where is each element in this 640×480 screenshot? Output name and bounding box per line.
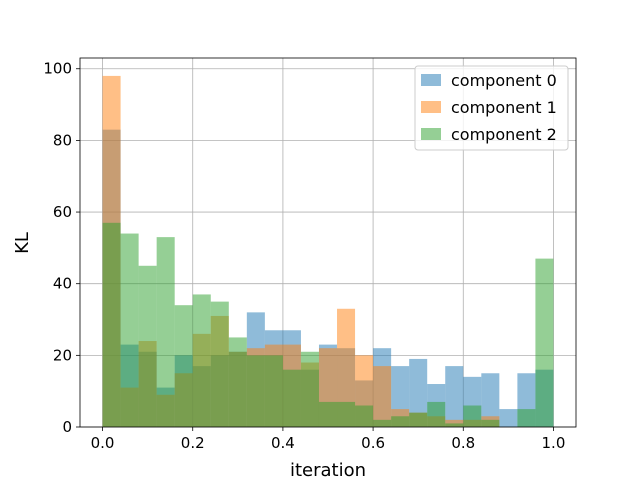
x-axis-ticks: 0.0 0.2 0.4 0.6 0.8 1.0 xyxy=(91,427,566,452)
histogram-bar xyxy=(282,369,301,427)
y-axis-ticks: 0 20 40 60 80 100 xyxy=(43,60,80,436)
histogram-bar xyxy=(463,405,482,427)
histogram-bar xyxy=(318,401,338,427)
histogram-bar xyxy=(499,409,518,427)
legend-label: component 1 xyxy=(451,98,557,117)
histogram-bar xyxy=(264,355,283,427)
histogram-bar xyxy=(391,416,410,427)
histogram-bars xyxy=(102,75,554,427)
histogram-bar xyxy=(174,305,193,427)
x-tick-label: 1.0 xyxy=(542,434,566,452)
histogram-bar xyxy=(409,412,428,427)
x-axis-label: iteration xyxy=(290,460,366,480)
histogram-bar xyxy=(409,358,428,427)
x-tick-label: 0.2 xyxy=(181,434,205,452)
histogram-bar xyxy=(445,423,464,427)
histogram-bar xyxy=(337,401,356,427)
y-tick-label: 40 xyxy=(53,275,72,293)
histogram-bar xyxy=(481,373,500,427)
legend-swatch xyxy=(421,74,441,86)
legend-label: component 0 xyxy=(451,71,557,90)
y-axis-label: KL xyxy=(12,232,33,254)
histogram-bar xyxy=(517,409,536,427)
legend-box xyxy=(414,65,569,151)
histogram-bar xyxy=(481,419,500,427)
legend-swatch xyxy=(421,128,441,140)
histogram-bar xyxy=(102,222,121,427)
legend-label: component 2 xyxy=(451,125,557,144)
histogram-bar xyxy=(445,366,464,427)
y-tick-label: 80 xyxy=(53,131,72,149)
histogram-bar xyxy=(355,405,374,427)
histogram-bar xyxy=(120,233,139,427)
x-tick-label: 0.0 xyxy=(91,434,115,452)
legend-swatch xyxy=(421,101,441,113)
histogram-bar xyxy=(156,237,175,427)
histogram-bar xyxy=(427,401,446,427)
plot-frame xyxy=(79,57,577,428)
x-tick-label: 0.4 xyxy=(271,434,295,452)
histogram-bar xyxy=(535,258,554,427)
histogram-bar xyxy=(300,351,319,427)
y-tick-label: 100 xyxy=(43,60,72,78)
histogram-bar xyxy=(373,419,392,427)
histogram-bar xyxy=(228,337,247,427)
histogram-bar xyxy=(337,308,356,427)
x-tick-label: 0.6 xyxy=(361,434,385,452)
histogram-bar xyxy=(210,301,229,427)
y-tick-label: 60 xyxy=(53,203,72,221)
x-tick-label: 0.8 xyxy=(451,434,475,452)
legend: component 0 component 1 component 2 xyxy=(414,65,569,151)
histogram-bar xyxy=(246,355,265,427)
histogram-bar xyxy=(192,294,211,427)
y-tick-label: 20 xyxy=(53,346,72,364)
series-2-bars xyxy=(102,222,554,427)
histogram-bar xyxy=(373,366,392,427)
histogram-bar xyxy=(138,265,157,427)
y-tick-label: 0 xyxy=(62,418,72,436)
